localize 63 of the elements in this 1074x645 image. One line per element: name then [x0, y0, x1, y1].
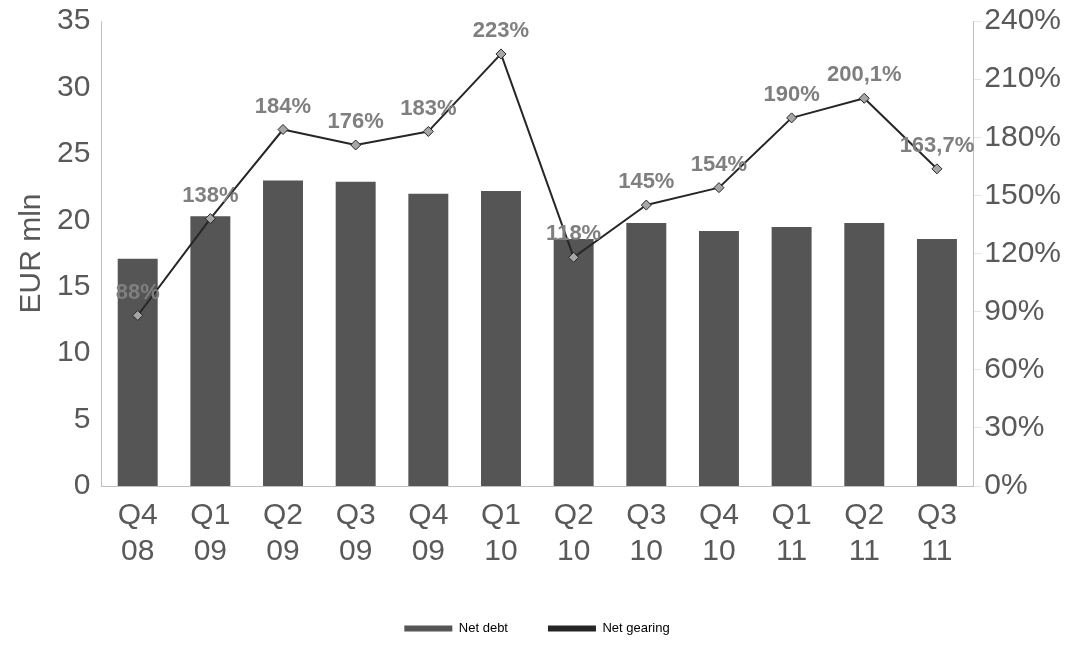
y-tick-label: 15: [56, 267, 91, 301]
x-tick-label: Q2 09: [263, 497, 304, 567]
bar: [553, 238, 594, 486]
x-tick-label: Q3 09: [335, 497, 376, 567]
point: [277, 124, 289, 135]
bar: [190, 216, 231, 486]
data-label: 190%: [763, 80, 820, 106]
y2-tick-label: 90%: [984, 292, 1045, 326]
x-tick-label: Q4 10: [698, 497, 739, 567]
y2-tick-label: 0%: [984, 467, 1028, 501]
bar: [844, 222, 885, 486]
point: [858, 92, 870, 104]
y-tick-label: 10: [56, 334, 91, 368]
x-tick-label: Q1 09: [190, 497, 231, 567]
bar: [263, 180, 303, 486]
x-tick-label: Q4 09: [408, 497, 449, 567]
x-tick-label: Q4 08: [117, 497, 158, 567]
bar: [626, 222, 667, 486]
bar: [698, 230, 739, 486]
point: [713, 182, 725, 194]
point: [640, 199, 652, 211]
point: [568, 251, 580, 263]
bar: [481, 191, 521, 486]
legend-label: Net debt: [458, 620, 509, 636]
y2-tick-label: 240%: [984, 2, 1062, 36]
y-tick-label: 30: [56, 68, 91, 102]
point: [422, 125, 434, 137]
x-tick-label: Q3 11: [916, 497, 957, 567]
y-tick-label: 35: [56, 2, 91, 36]
bar: [408, 193, 449, 486]
legend-label: Net gearing: [602, 620, 670, 636]
bar: [771, 226, 812, 486]
point: [132, 310, 144, 321]
bar: [335, 181, 376, 486]
data-label: 223%: [472, 17, 530, 42]
y2-tick-label: 60%: [984, 351, 1045, 385]
y-tick-label: 0: [73, 467, 91, 501]
data-label: 184%: [254, 92, 312, 118]
y2-tick-label: 120%: [984, 234, 1062, 268]
point: [931, 163, 943, 175]
y2-tick-label: 180%: [984, 118, 1062, 152]
x-tick-label: Q1 11: [771, 497, 812, 567]
point: [350, 139, 362, 151]
x-tick-label: Q3 10: [626, 497, 667, 567]
y-tick-label: 20: [56, 201, 91, 235]
y2-tick-label: 30%: [984, 409, 1045, 443]
bar: [117, 258, 158, 486]
y-tick-label: 25: [56, 135, 91, 169]
data-label: 145%: [618, 168, 675, 194]
y2-tick-label: 150%: [984, 176, 1062, 210]
point: [495, 48, 507, 60]
y2-tick-label: 210%: [984, 60, 1062, 94]
point: [786, 112, 798, 124]
y-axis-title: EUR mln: [13, 193, 47, 314]
data-label: 176%: [327, 108, 384, 134]
x-tick-label: Q1 10: [480, 497, 522, 567]
data-label: 154%: [690, 150, 748, 176]
x-tick-label: Q2 10: [553, 497, 594, 567]
bar: [916, 238, 957, 486]
y-tick-label: 5: [73, 400, 91, 434]
point: [204, 213, 216, 225]
x-tick-label: Q2 11: [844, 497, 885, 567]
data-label: 200,1%: [826, 61, 902, 87]
